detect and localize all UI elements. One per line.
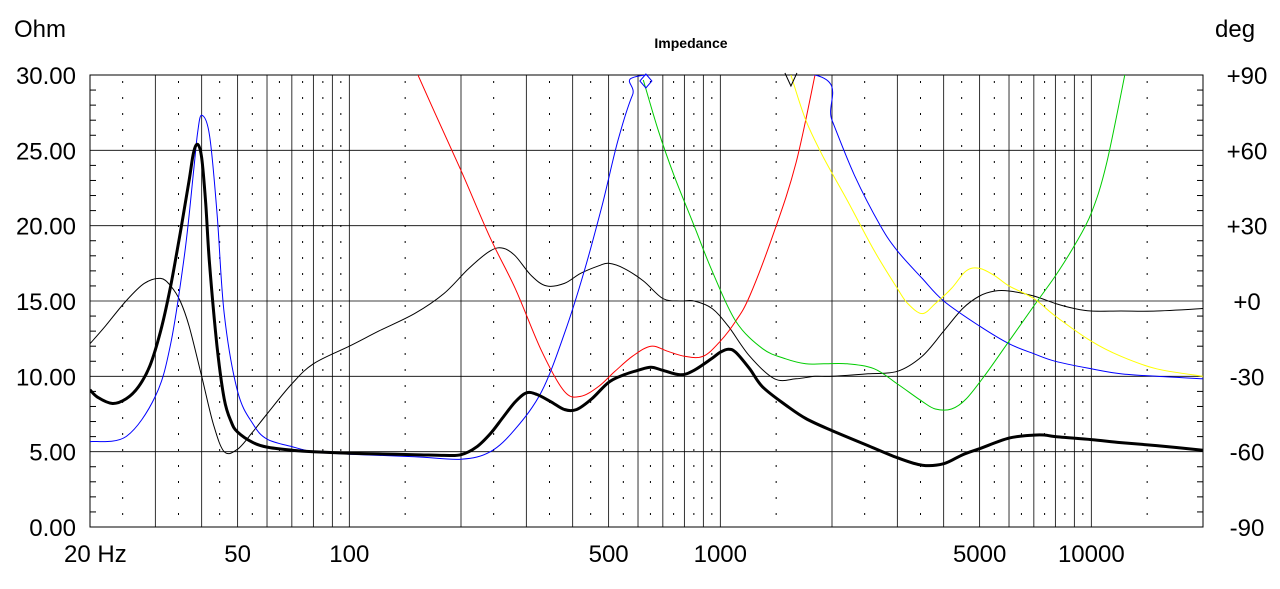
y-right-tick-label: -30 xyxy=(1230,364,1265,391)
tick-labels: 20 Hz 50 100 500 1000 5000 10000 0.00 5.00 10.00 1… xyxy=(16,63,1267,568)
x-tick-label: 5000 xyxy=(953,541,1006,568)
left-axis-unit: Ohm xyxy=(14,16,66,43)
y-right-tick-label: +90 xyxy=(1227,63,1268,90)
x-tick-label: 500 xyxy=(589,541,629,568)
x-tick-label: 50 xyxy=(224,541,251,568)
x-tick-label: 10000 xyxy=(1058,541,1125,568)
y-left-tick-label: 15.00 xyxy=(16,289,76,316)
y-left-tick-label: 25.00 xyxy=(16,138,76,165)
diamond-marker xyxy=(639,73,653,89)
y-right-tick-label: +30 xyxy=(1227,214,1268,241)
y-right-tick-label: +0 xyxy=(1233,289,1260,316)
x-tick-label: 20 Hz xyxy=(64,541,127,568)
x-tick-label: 1000 xyxy=(694,541,747,568)
series-line xyxy=(90,247,1203,455)
y-left-tick-label: 30.00 xyxy=(16,63,76,90)
series-line xyxy=(642,75,1126,411)
series-line xyxy=(90,75,1203,460)
series-layer xyxy=(90,75,1203,468)
v-marker xyxy=(784,72,798,88)
series-line xyxy=(790,75,1203,377)
series-line xyxy=(417,75,816,398)
y-right-tick-label: -90 xyxy=(1230,515,1265,542)
x-tick-label: 100 xyxy=(329,541,369,568)
y-left-tick-label: 0.00 xyxy=(29,515,76,542)
major-gridlines xyxy=(90,74,1203,528)
y-left-tick-label: 20.00 xyxy=(16,214,76,241)
y-left-tick-label: 5.00 xyxy=(29,440,76,467)
chart-title: Impedance xyxy=(654,35,727,51)
series-line xyxy=(90,142,1203,468)
y-right-tick-label: -60 xyxy=(1230,440,1265,467)
right-axis-unit: deg xyxy=(1215,16,1255,43)
y-right-tick-label: +60 xyxy=(1227,138,1268,165)
y-left-tick-label: 10.00 xyxy=(16,364,76,391)
markers-layer xyxy=(639,72,798,89)
